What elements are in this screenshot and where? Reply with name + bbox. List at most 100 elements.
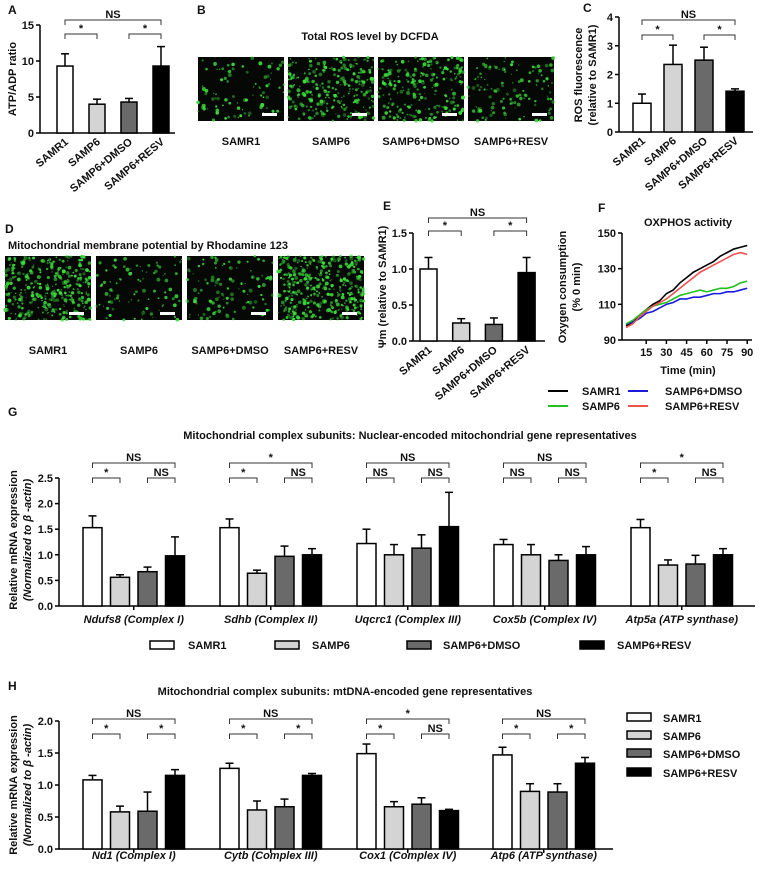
fluorescent-cell [546,97,550,101]
fluorescent-cell [249,269,252,272]
fluorescent-cell [239,114,243,118]
bar-samr1 [82,526,103,607]
fluorescent-cell [187,268,191,272]
fluorescent-cell [304,313,308,318]
fluorescent-cell [368,89,372,93]
fluorescent-cell [201,262,205,266]
fluorescent-cell [399,81,401,83]
fluorescent-cell [269,78,272,80]
fluorescent-cell [343,81,347,85]
significance-label: * [406,708,411,720]
fluorescent-cell [357,255,362,260]
fluorescent-cell [296,305,299,308]
fluorescent-cell [5,281,10,286]
fluorescent-cell [424,92,426,94]
fluorescent-cell [332,258,337,263]
fluorescent-cell [349,254,353,259]
bar-samr1 [56,65,74,134]
fluorescent-cell [80,299,84,303]
fluorescent-cell [452,91,456,96]
fluorescent-cell [51,310,53,313]
fluorescent-cell [251,275,255,279]
y-axis-label: Relative mRNA expression [8,470,20,610]
fluorescent-cell [377,95,381,98]
fluorescent-cell [11,266,15,270]
bar-samp6 [109,811,131,850]
fluorescent-cell [258,86,260,88]
fluorescent-cell [287,63,292,68]
fluorescent-cell [410,81,413,84]
y-tick-label: 0.0 [392,336,407,348]
fluorescent-cell [16,272,19,274]
significance-label: * [569,723,574,735]
fluorescent-cell [310,288,313,291]
fluorescent-cell [252,86,255,88]
fluorescent-cell [82,255,86,259]
fluorescent-cell [21,302,24,305]
fluorescent-cell [9,264,11,266]
fluorescent-cell [433,116,436,120]
fluorescent-cell [155,261,159,264]
fluorescent-cell [307,275,311,278]
fluorescent-cell [20,288,23,291]
fluorescent-cell [85,308,87,311]
fluorescent-cell [331,306,334,310]
fluorescent-cell [283,310,285,312]
fluorescent-cell [396,106,399,108]
fluorescent-cell [436,110,439,114]
fluorescent-cell [415,109,418,112]
fluorescent-cell [549,115,554,120]
y-axis-label: ROS fluorescence [573,28,585,123]
fluorescent-cell [14,318,17,322]
fluorescent-cell [139,265,141,268]
fluorescent-cell [233,310,236,313]
fluorescent-cell [452,96,456,100]
fluorescent-cell [296,281,300,285]
fluorescent-cell [252,306,255,309]
fluorescent-cell [32,264,35,266]
fluorescent-cell [479,72,482,76]
fluorescent-cell [289,301,292,304]
fluorescent-cell [277,295,280,298]
fluorescent-cell [301,316,306,321]
fluorescent-cell [222,104,224,107]
fluorescent-cell [280,304,282,307]
fluorescent-cell [13,257,17,260]
fluorescent-cell [246,300,250,304]
fluorescent-cell [285,273,289,276]
fluorescent-cell [309,263,312,265]
fluorescent-cell [350,78,354,82]
fluorescent-cell [433,83,437,88]
fluorescent-cell [399,89,404,94]
legend-label: SAMP6+DMSO [665,386,743,398]
fluorescent-cell [294,276,299,280]
fluorescent-cell [523,93,527,97]
fluorescent-cell [357,71,360,74]
fluorescent-cell [123,256,127,261]
scale-bar [251,312,266,315]
significance-bracket [92,477,121,483]
fluorescent-cell [366,55,370,60]
significance-bracket [641,34,674,40]
fluorescent-cell [550,68,555,73]
fluorescent-cell [128,301,130,303]
fluorescent-cell [158,265,162,269]
fluorescent-cell [495,90,498,93]
fluorescent-cell [509,102,512,105]
significance-label: * [443,220,448,232]
fluorescent-cell [23,255,26,258]
fluorescent-cell [381,115,386,120]
fluorescent-cell [349,65,352,68]
fluorescent-cell [371,116,376,120]
fluorescent-cell [201,59,204,62]
fluorescent-cell [491,101,496,106]
fluorescent-cell [518,117,522,121]
fluorescent-cell [158,309,160,312]
fluorescent-cell [63,298,68,303]
significance-label: NS [702,467,717,479]
fluorescent-cell [65,317,69,322]
fluorescent-cell [418,99,421,102]
micrograph-label: SAMP6+RESV [284,345,359,357]
fluorescent-cell [240,282,243,286]
fluorescent-cell [24,283,28,287]
